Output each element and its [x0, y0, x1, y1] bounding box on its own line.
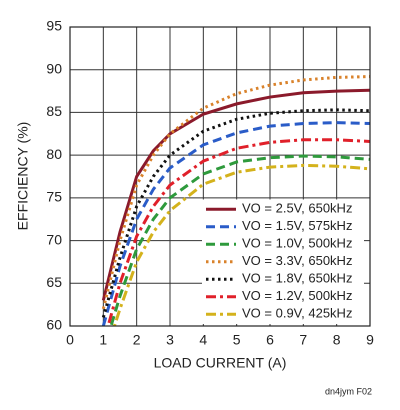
x-tick-label: 8: [333, 332, 341, 348]
x-tick-label: 3: [166, 332, 174, 348]
data-line: [106, 138, 370, 326]
data-line: [101, 75, 370, 310]
y-tick-label: 80: [46, 146, 62, 162]
data-line: [109, 154, 370, 326]
x-tick-label: 9: [366, 332, 374, 348]
data-line: [112, 163, 370, 326]
data-line: [101, 88, 370, 301]
legend-box: [202, 199, 364, 324]
plot-frame: [69, 26, 371, 327]
data-line: [101, 108, 370, 318]
x-tick-label: 7: [299, 332, 307, 348]
legend-label: VO = 0.9V, 425kHz: [242, 306, 352, 321]
footnote: dn4jym F02: [325, 386, 372, 396]
y-tick-label: 65: [46, 274, 62, 290]
data-line: [101, 121, 370, 326]
x-tick-label: 6: [266, 332, 274, 348]
y-tick-label: 85: [46, 103, 62, 119]
x-tick-label: 0: [66, 332, 74, 348]
x-tick-label: 4: [199, 332, 207, 348]
y-axis-label: EFFICIENCY (%): [15, 122, 31, 231]
y-tick-label: 70: [46, 231, 62, 247]
y-tick-label: 95: [46, 18, 62, 34]
legend-label: VO = 1.5V, 575kHz: [242, 218, 352, 233]
legend-label: VO = 1.8V, 650kHz: [242, 271, 352, 286]
y-tick-label: 60: [46, 317, 62, 333]
legend-label: VO = 1.2V, 500kHz: [242, 288, 352, 303]
y-tick-label: 75: [46, 189, 62, 205]
legend-label: VO = 3.3V, 650kHz: [242, 253, 352, 268]
legend-label: VO = 2.5V, 650kHz: [242, 201, 352, 216]
legend-label: VO = 1.0V, 500kHz: [242, 236, 352, 251]
x-axis-label: LOAD CURRENT (A): [154, 355, 287, 371]
x-tick-label: 5: [233, 332, 241, 348]
x-tick-label: 2: [133, 332, 141, 348]
x-tick-label: 1: [99, 332, 107, 348]
y-tick-label: 90: [46, 60, 62, 76]
